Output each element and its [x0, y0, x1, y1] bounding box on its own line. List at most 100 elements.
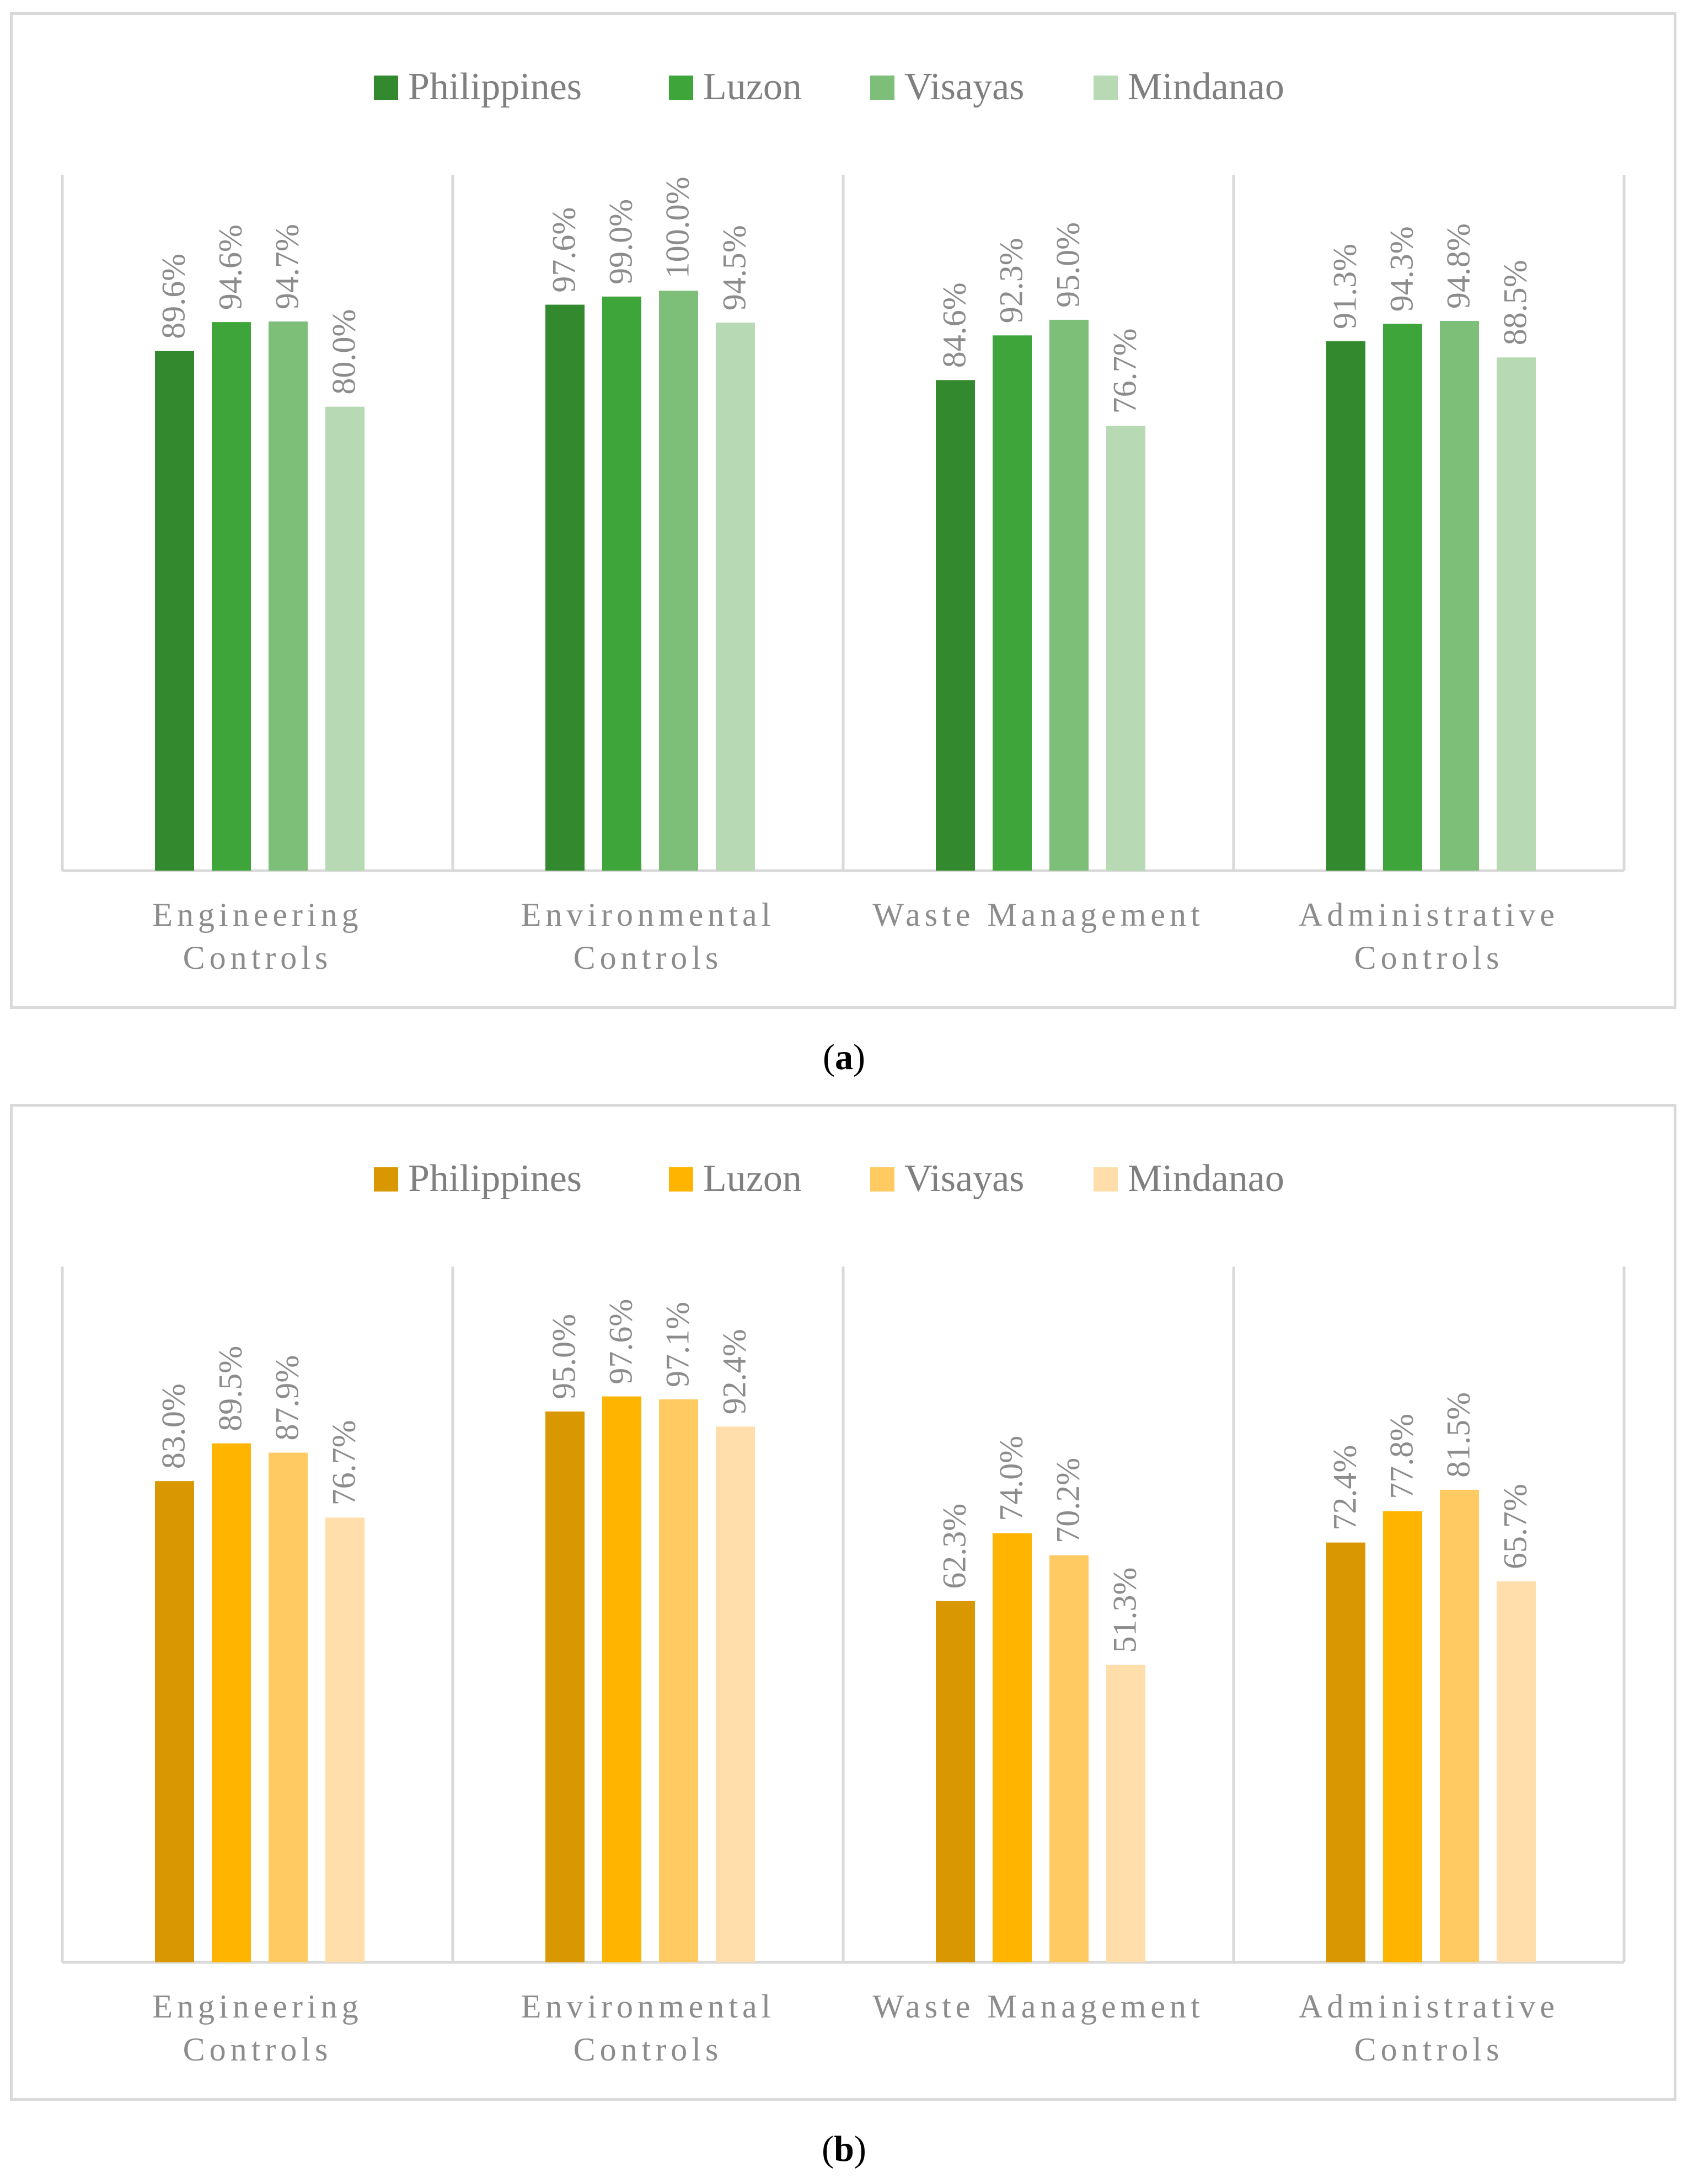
data-label-philippines-1: 97.6%: [546, 207, 582, 293]
legend-swatch-mindanao: [1094, 76, 1118, 100]
category-label-0-0: Engineering: [152, 897, 362, 933]
data-label-mindanao-1: 92.4%: [716, 1329, 753, 1414]
data-label-luzon-1: 97.6%: [603, 1299, 639, 1385]
category-label-3-0: Administrative: [1299, 1988, 1559, 2025]
data-label-mindanao-0: 76.7%: [326, 1420, 362, 1505]
caption-a: (a): [823, 1037, 865, 1077]
bar-philippines-3: [1326, 1542, 1365, 1962]
category-label-3-0: Administrative: [1299, 897, 1559, 933]
bar-luzon-1: [602, 296, 641, 871]
legend-label-visayas: Visayas: [904, 1157, 1024, 1200]
bar-mindanao-1: [716, 323, 755, 871]
data-label-luzon-0: 94.6%: [212, 224, 249, 310]
data-label-luzon-2: 92.3%: [993, 238, 1030, 323]
data-label-mindanao-3: 88.5%: [1497, 260, 1534, 345]
legend-swatch-mindanao: [1094, 1167, 1118, 1192]
bar-luzon-3: [1383, 324, 1422, 871]
bar-chart-a: Philippines Luzon Visayas Mindanao 89.6% 94.6…: [61, 66, 1626, 976]
bar-philippines-3: [1326, 341, 1365, 871]
bar-visayas-3: [1440, 1489, 1479, 1962]
legend-swatch-philippines: [374, 76, 398, 100]
category-label-3-1: Controls: [1354, 940, 1504, 976]
bar-mindanao-2: [1106, 1665, 1145, 1962]
bar-visayas-0: [269, 1452, 308, 1962]
data-label-philippines-3: 91.3%: [1327, 244, 1363, 329]
bar-luzon-2: [993, 335, 1032, 871]
bar-mindanao-3: [1497, 1581, 1536, 1962]
legend-swatch-luzon: [669, 1167, 693, 1192]
data-label-mindanao-2: 76.7%: [1107, 328, 1143, 414]
category-label-1-1: Controls: [574, 940, 723, 976]
data-label-philippines-2: 62.3%: [936, 1504, 973, 1589]
legend-label-philippines: Philippines: [408, 66, 582, 108]
data-label-luzon-0: 89.5%: [212, 1346, 249, 1431]
category-label-2-0: Waste Management: [872, 897, 1204, 933]
bar-mindanao-3: [1497, 357, 1536, 871]
data-label-visayas-1: 100.0%: [660, 176, 696, 278]
legend-swatch-philippines: [374, 1167, 398, 1192]
category-label-0-0: Engineering: [152, 1988, 362, 2025]
bar-visayas-1: [659, 1399, 698, 1962]
data-label-philippines-2: 84.6%: [936, 282, 973, 368]
data-label-mindanao-0: 80.0%: [326, 309, 362, 395]
legend-label-philippines: Philippines: [408, 1157, 582, 1200]
category-label-1-0: Environmental: [521, 1988, 775, 2025]
bar-luzon-0: [212, 322, 251, 871]
data-label-visayas-3: 81.5%: [1440, 1392, 1477, 1478]
bar-luzon-1: [602, 1396, 641, 1962]
data-label-luzon-1: 99.0%: [603, 199, 639, 285]
category-label-0-1: Controls: [183, 940, 333, 976]
data-label-visayas-1: 97.1%: [660, 1302, 696, 1387]
category-label-1-1: Controls: [574, 2031, 723, 2068]
bar-luzon-3: [1383, 1511, 1422, 1962]
category-label-2-0: Waste Management: [872, 1988, 1204, 2025]
bar-philippines-2: [936, 380, 975, 871]
bar-visayas-0: [269, 321, 308, 871]
bar-visayas-3: [1440, 321, 1479, 871]
legend-label-mindanao: Mindanao: [1128, 66, 1284, 108]
data-label-philippines-1: 95.0%: [546, 1314, 582, 1399]
data-label-philippines-0: 89.6%: [156, 254, 192, 339]
caption-b-label: b: [834, 2129, 854, 2169]
bar-visayas-2: [1049, 1555, 1089, 1962]
category-label-1-0: Environmental: [521, 897, 775, 933]
legend-label-mindanao: Mindanao: [1128, 1157, 1284, 1200]
bar-mindanao-0: [325, 1517, 365, 1962]
bar-mindanao-1: [716, 1426, 755, 1962]
data-label-visayas-2: 95.0%: [1050, 222, 1086, 308]
bar-philippines-0: [155, 1481, 194, 1962]
chart-panel-a: Philippines Luzon Visayas Mindanao 89.6% 94.6…: [10, 12, 1676, 1009]
data-label-visayas-0: 87.9%: [269, 1355, 306, 1441]
legend-swatch-visayas: [870, 1167, 894, 1192]
bar-philippines-1: [545, 1411, 585, 1962]
data-label-mindanao-3: 65.7%: [1497, 1484, 1534, 1569]
category-label-3-1: Controls: [1354, 2031, 1504, 2068]
data-label-visayas-0: 94.7%: [269, 224, 306, 309]
legend-swatch-visayas: [870, 76, 894, 100]
bar-mindanao-0: [325, 406, 365, 871]
bar-visayas-2: [1049, 319, 1089, 871]
bar-visayas-1: [659, 291, 698, 871]
bar-chart-b: Philippines Luzon Visayas Mindanao 83.0% 89.5…: [61, 1157, 1626, 2068]
data-label-philippines-3: 72.4%: [1327, 1445, 1363, 1531]
data-label-luzon-3: 77.8%: [1384, 1414, 1420, 1499]
data-label-philippines-0: 83.0%: [156, 1383, 192, 1469]
legend-label-luzon: Luzon: [703, 66, 802, 108]
category-label-0-1: Controls: [183, 2031, 333, 2068]
bar-luzon-2: [993, 1533, 1032, 1962]
data-label-luzon-2: 74.0%: [993, 1436, 1030, 1521]
data-label-mindanao-1: 94.5%: [716, 225, 753, 310]
legend-label-luzon: Luzon: [703, 1157, 802, 1200]
data-label-mindanao-2: 51.3%: [1107, 1568, 1143, 1653]
bar-philippines-0: [155, 351, 194, 871]
data-label-visayas-2: 70.2%: [1050, 1458, 1086, 1543]
bar-philippines-2: [936, 1601, 975, 1962]
data-label-luzon-3: 94.3%: [1384, 226, 1420, 312]
legend-swatch-luzon: [669, 76, 693, 100]
bar-mindanao-2: [1106, 426, 1145, 871]
legend-label-visayas: Visayas: [904, 66, 1024, 108]
caption-a-label: a: [835, 1037, 853, 1077]
chart-panel-b: Philippines Luzon Visayas Mindanao 83.0% 89.5…: [10, 1104, 1676, 2101]
bar-philippines-1: [545, 304, 585, 871]
caption-b: (b): [822, 2129, 866, 2169]
